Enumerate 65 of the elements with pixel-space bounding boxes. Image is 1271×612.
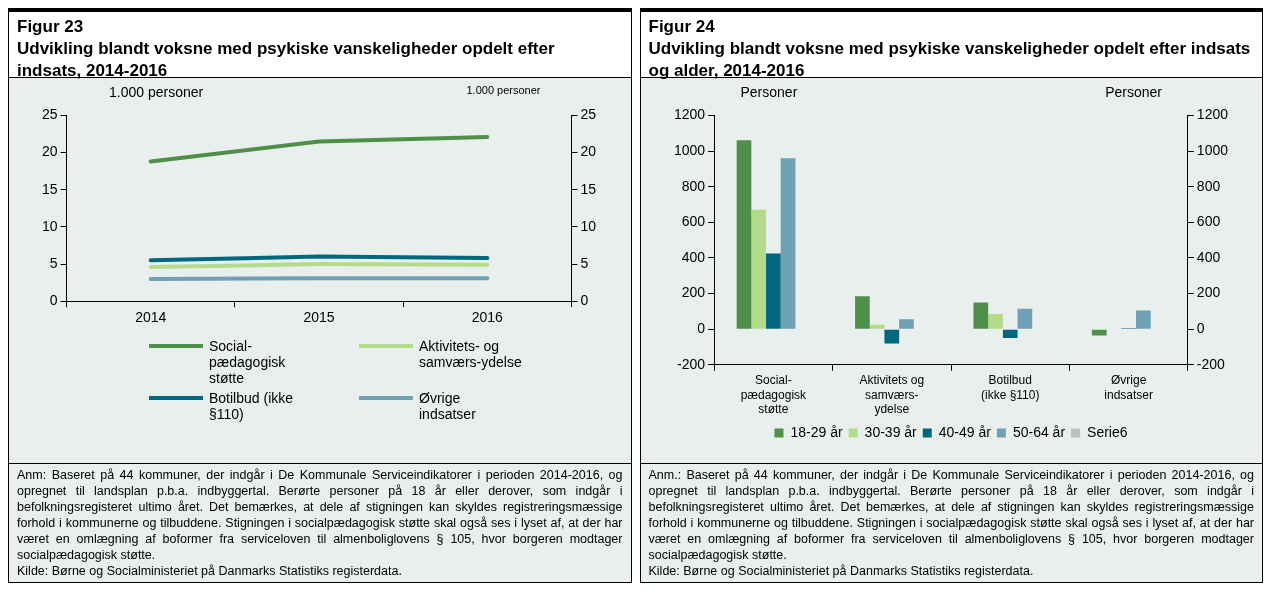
y2-tick-label: 15 (580, 180, 597, 197)
y2-tick-label: 200 (1196, 284, 1220, 301)
bar (854, 296, 870, 329)
y2-tick-label: 5 (580, 254, 589, 271)
y2-tick-label: 1000 (1196, 141, 1228, 158)
y-tick-label: 20 (41, 143, 58, 160)
y2-tick-label: 10 (580, 217, 597, 234)
y-axis-title: 1.000 personer (109, 84, 204, 100)
bar (736, 140, 751, 329)
x-tick-label: 2015 (303, 309, 335, 326)
y-tick-label: 600 (681, 213, 705, 230)
y-tick-label: 5 (49, 254, 58, 271)
bar (1002, 329, 1018, 339)
y-tick-label: 800 (681, 177, 705, 194)
y-tick-label: -200 (676, 355, 705, 372)
y-tick-label: 400 (681, 248, 705, 265)
text: Kilde: Børne og Socialministeriet på Danmarks Statistiks registerdata. (17, 563, 403, 579)
y2-tick-label: 20 (580, 143, 597, 160)
y-tick-label: 1200 (673, 106, 705, 123)
bar (973, 302, 988, 329)
bar (765, 253, 781, 329)
legend-label: Serie6 (1086, 423, 1128, 440)
y2-axis-title: Personer (1105, 84, 1162, 100)
chart-title: Figur 23 (17, 16, 85, 38)
bar (869, 324, 884, 329)
x-tick-label: Øvrige indsatser (1103, 373, 1153, 402)
y2-tick-label: 400 (1196, 248, 1220, 265)
y-tick-label: 15 (41, 180, 58, 197)
y2-tick-label: 0 (1196, 320, 1205, 337)
legend-label: Aktivitets- og samværs-ydelse (419, 338, 522, 370)
x-tick-label: Botilbud (ikke §110) (980, 373, 1039, 402)
y2-tick-label: 1200 (1196, 106, 1228, 123)
x-tick-label: 2016 (471, 309, 504, 326)
legend-label: 18-29 år (789, 423, 843, 440)
chart-title: Figur 24 (648, 16, 716, 38)
y2-tick-label: -200 (1196, 355, 1225, 372)
text: Kilde: Børne og Socialministeriet på Danmarks Statistiks registerdata. (648, 563, 1035, 579)
x-tick-label: Aktivitets og samværs-ydelse (858, 373, 924, 417)
y-tick-label: 1000 (673, 141, 705, 158)
x-tick-label: 2014 (135, 309, 167, 326)
legend-label: 50-64 år (1012, 423, 1065, 440)
text: Anm: Baseret på 44 kommuner, der indgår i De Kommunale Serviceindikatorer i perioden 2014-2016, og opregnet til landsplan p.b.a. indbyggertal. Berørte personer på 18 år eller derover, som indgår i befolkningsregisteret ultimo året. Det bemærkes, at dele af stigningen kan skyldes registreringsmæssige forhold i kommunerne og tilbuddene. Stigningen i socialpædagogisk støtte skal også ses i lyset af, at der har været en omlægning af boformer fra serviceloven til almenboliglovens § 105, hvor borgeren modtager socialpædagogisk støtte. (17, 467, 623, 563)
bar (1017, 308, 1032, 329)
y-tick-label: 10 (41, 217, 58, 234)
legend-label: 30-39 år (864, 423, 917, 440)
y-tick-label: 25 (41, 106, 58, 123)
y-tick-label: 0 (49, 292, 58, 309)
bar (883, 329, 899, 344)
bar (987, 314, 1003, 329)
y2-tick-label: 800 (1196, 177, 1220, 194)
y2-tick-label: 600 (1196, 213, 1220, 230)
bar (780, 158, 795, 329)
bar (898, 319, 914, 329)
y-tick-label: 200 (681, 284, 705, 301)
x-tick-label: Social-pædagogisk støtte (740, 373, 807, 417)
bar (1135, 310, 1151, 329)
text: Anm.: Baseret på 44 kommuner, der indgår i De Kommunale Serviceindikatorer i perioden 2014-2016, og opregnet til landsplan p.b.a. indbyggertal. Berørte personer på 18 år eller derover, som indgår i befolkningsregisteret ultimo året. Det bemærkes, at dele af stigningen kan skyldes registreringsmæssige forhold i kommunerne og tilbuddene. Stigningen i socialpædagogisk støtte skal også ses i lyset af, at der har været en omlægning af boformer fra serviceloven til almenboliglovens § 105, hvor borgeren modtager socialpædagogisk støtte. (648, 467, 1254, 563)
y-axis-title: Personer (740, 84, 798, 100)
y2-tick-label: 25 (580, 106, 597, 123)
bar (750, 209, 766, 329)
y2-axis-title: 1.000 personer (466, 84, 541, 96)
legend-label: 40-49 år (938, 423, 991, 440)
chart-subtitle: Udvikling blandt voksne med psykiske vanskeligheder opdelt efter indsats, 2014-2016 (17, 38, 556, 82)
y2-tick-label: 0 (580, 292, 589, 309)
y-tick-label: 0 (696, 320, 705, 337)
